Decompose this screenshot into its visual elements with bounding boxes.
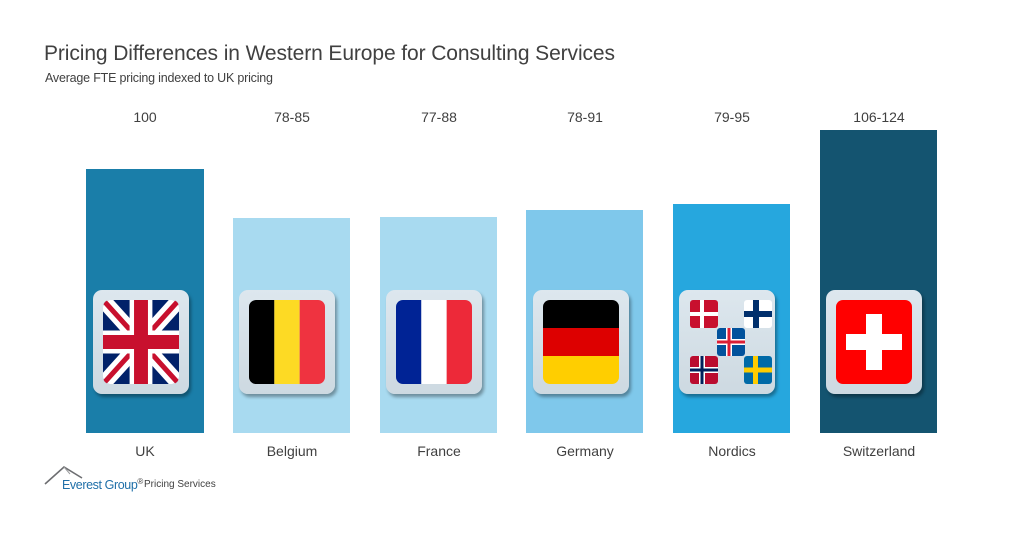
brand-service: Pricing Services bbox=[144, 479, 216, 490]
value-label-germany: 78-91 bbox=[567, 109, 603, 125]
flag-tile-switzerland bbox=[826, 290, 922, 394]
belgium-flag-icon bbox=[249, 300, 325, 384]
switzerland-flag-icon bbox=[836, 300, 912, 384]
denmark-flag-icon bbox=[690, 300, 718, 328]
mountain-icon bbox=[44, 466, 83, 485]
flag-tile-nordics bbox=[679, 290, 775, 394]
page-subtitle: Average FTE pricing indexed to UK pricin… bbox=[45, 71, 273, 85]
flag-tile-uk bbox=[93, 290, 189, 394]
category-label-belgium: Belgium bbox=[266, 443, 318, 459]
category-label-nordics: Nordics bbox=[708, 443, 756, 459]
category-label-switzerland: Switzerland bbox=[842, 443, 916, 459]
france-flag-icon bbox=[396, 300, 472, 384]
norway-flag-icon bbox=[690, 356, 718, 384]
category-label-uk: UK bbox=[135, 443, 155, 459]
value-label-france: 77-88 bbox=[421, 109, 457, 125]
page-title: Pricing Differences in Western Europe fo… bbox=[44, 42, 615, 65]
iceland-flag-icon bbox=[717, 328, 745, 356]
uk-flag-icon bbox=[103, 300, 179, 384]
value-label-uk: 100 bbox=[133, 109, 157, 125]
flag-tile-france bbox=[386, 290, 482, 394]
flag-tile-germany bbox=[533, 290, 629, 394]
germany-flag-icon bbox=[543, 300, 619, 384]
value-label-switzerland: 106-124 bbox=[853, 109, 905, 125]
value-label-nordics: 79-95 bbox=[714, 109, 750, 125]
category-label-france: France bbox=[417, 443, 461, 459]
brand-name: Everest Group® bbox=[62, 477, 143, 493]
everest-group-logo: Everest Group® Pricing Services bbox=[44, 464, 244, 494]
finland-flag-icon bbox=[744, 300, 772, 328]
flag-tile-belgium bbox=[239, 290, 335, 394]
value-label-belgium: 78-85 bbox=[274, 109, 310, 125]
sweden-flag-icon bbox=[744, 356, 772, 384]
category-label-germany: Germany bbox=[556, 443, 614, 459]
